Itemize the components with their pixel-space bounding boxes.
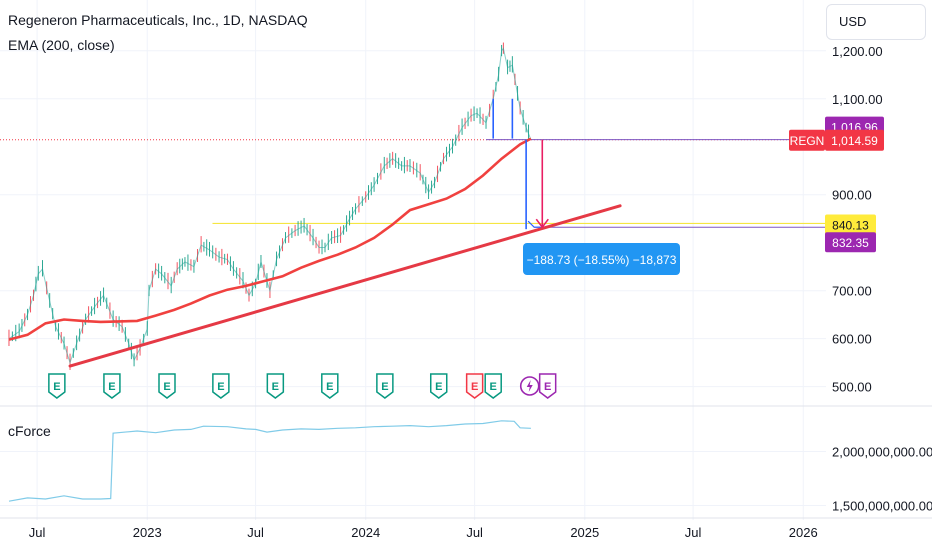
earnings-e-letter: E	[272, 381, 279, 393]
price-axis-tick-label: 900.00	[832, 188, 872, 203]
measure-result-label: −188.73 (−18.55%) −18,873	[527, 253, 677, 267]
earnings-e-letter: E	[544, 381, 551, 393]
target-price-tag-label: 832.35	[832, 236, 869, 250]
earnings-e-icon[interactable]	[48, 373, 66, 399]
earnings-e-letter: E	[53, 381, 60, 393]
earnings-e-letter: E	[108, 381, 115, 393]
price-axis-tick-label: 500.00	[832, 380, 872, 395]
earnings-e-icon[interactable]	[321, 373, 339, 399]
earnings-e-icon[interactable]	[266, 373, 285, 399]
measure-result-box[interactable]	[523, 243, 680, 275]
time-axis-tick-label: 2024	[351, 525, 380, 540]
last-price-tag-label: 1,014.59	[831, 134, 878, 148]
price-axis-tick-label: 700.00	[832, 284, 872, 299]
currency-button[interactable]: USD	[826, 4, 926, 40]
resistance-price-tag-label: 840.13	[832, 218, 869, 232]
support-trendline[interactable]	[68, 204, 622, 368]
earnings-e-icon[interactable]	[376, 373, 394, 399]
target-price-tag	[825, 232, 876, 253]
measure-arrow-head-icon	[535, 218, 549, 229]
resistance-price-tag	[825, 214, 876, 235]
last-price-tag	[825, 129, 884, 151]
price-axis-tick-label: 1,100.00	[832, 92, 883, 107]
time-axis-tick-label: 2023	[133, 525, 162, 540]
cforce-axis-tick-label: 1,500,000,000.00	[832, 498, 932, 513]
symbol-tag-label: REGN	[790, 134, 825, 148]
earnings-e-icon[interactable]	[484, 373, 502, 399]
cforce-axis-tick-label: 2,000,000,000.00	[832, 445, 932, 460]
ema-200-line	[8, 137, 532, 341]
indicator-legend: EMA (200, close)	[8, 37, 115, 53]
time-axis-tick-label: Jul	[247, 525, 264, 540]
earnings-e-letter: E	[435, 381, 442, 393]
price-axis-tick-label: 1,200.00	[832, 44, 883, 59]
earnings-e-letter: E	[326, 381, 333, 393]
earnings-e-icon[interactable]	[538, 373, 557, 399]
earnings-e-letter: E	[217, 381, 224, 393]
earnings-e-icon[interactable]	[429, 373, 448, 399]
symbol-title: Regeneron Pharmaceuticals, Inc., 1D, NAS…	[8, 12, 308, 28]
price-series-line	[8, 47, 532, 365]
price-axis-tick-label: 600.00	[832, 332, 872, 347]
earnings-e-icon[interactable]	[103, 373, 121, 399]
cforce-line	[8, 420, 531, 502]
measure-arrow-head-icon	[527, 220, 541, 228]
earnings-e-letter: E	[490, 381, 497, 393]
time-axis-tick-label: Jul	[29, 525, 46, 540]
time-axis-tick-label: Jul	[685, 525, 702, 540]
symbol-tag	[789, 129, 825, 151]
subpanel-title: cForce	[8, 423, 51, 439]
time-axis-tick-label: 2025	[570, 525, 599, 540]
earnings-e-letter: E	[163, 381, 170, 393]
earnings-e-icon[interactable]	[158, 373, 176, 399]
time-axis-tick-label: Jul	[466, 525, 483, 540]
earnings-e-icon[interactable]	[465, 373, 484, 399]
earnings-e-letter: E	[471, 381, 478, 393]
earnings-e-letter: E	[381, 381, 388, 393]
earnings-e-icon[interactable]	[212, 373, 230, 399]
lightning-icon	[526, 380, 533, 392]
time-axis-tick-label: 2026	[789, 525, 818, 540]
